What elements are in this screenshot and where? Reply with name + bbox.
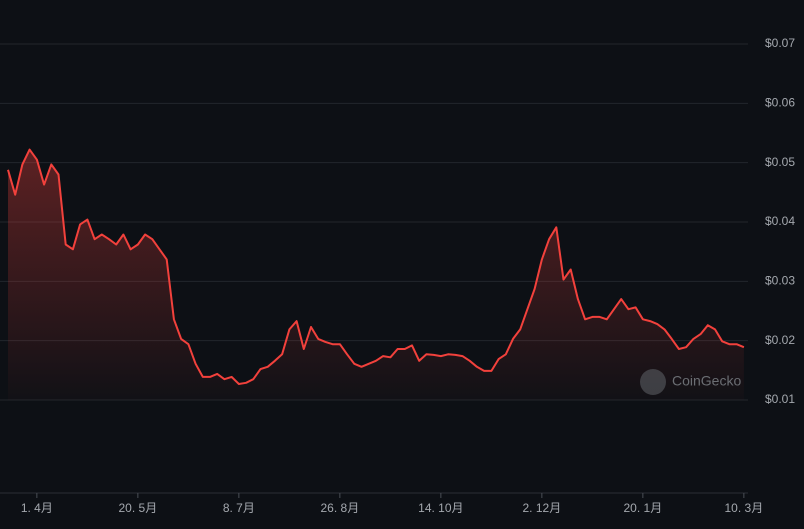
- watermark-text: CoinGecko: [672, 373, 741, 389]
- x-tick-label: 14. 10月: [418, 501, 463, 515]
- y-tick-label: $0.05: [765, 155, 795, 169]
- y-tick-label: $0.02: [765, 333, 795, 347]
- x-tick-label: 8. 7月: [223, 501, 255, 515]
- x-tick-label: 26. 8月: [321, 501, 360, 515]
- x-tick-label: 10. 3月: [725, 501, 764, 515]
- y-tick-label: $0.01: [765, 392, 795, 406]
- area: [8, 149, 744, 400]
- watermark-logo: [640, 369, 666, 395]
- x-tick-label: 2. 12月: [523, 501, 562, 515]
- watermark: CoinGecko: [640, 369, 741, 395]
- y-tick-label: $0.06: [765, 96, 795, 110]
- x-tick-label: 1. 4月: [21, 501, 53, 515]
- y-tick-label: $0.03: [765, 274, 795, 288]
- x-tick-label: 20. 5月: [119, 501, 158, 515]
- y-tick-label: $0.04: [765, 214, 795, 228]
- price-line: [7, 148, 745, 385]
- y-tick-label: $0.07: [765, 36, 795, 50]
- x-tick-label: 20. 1月: [624, 501, 663, 515]
